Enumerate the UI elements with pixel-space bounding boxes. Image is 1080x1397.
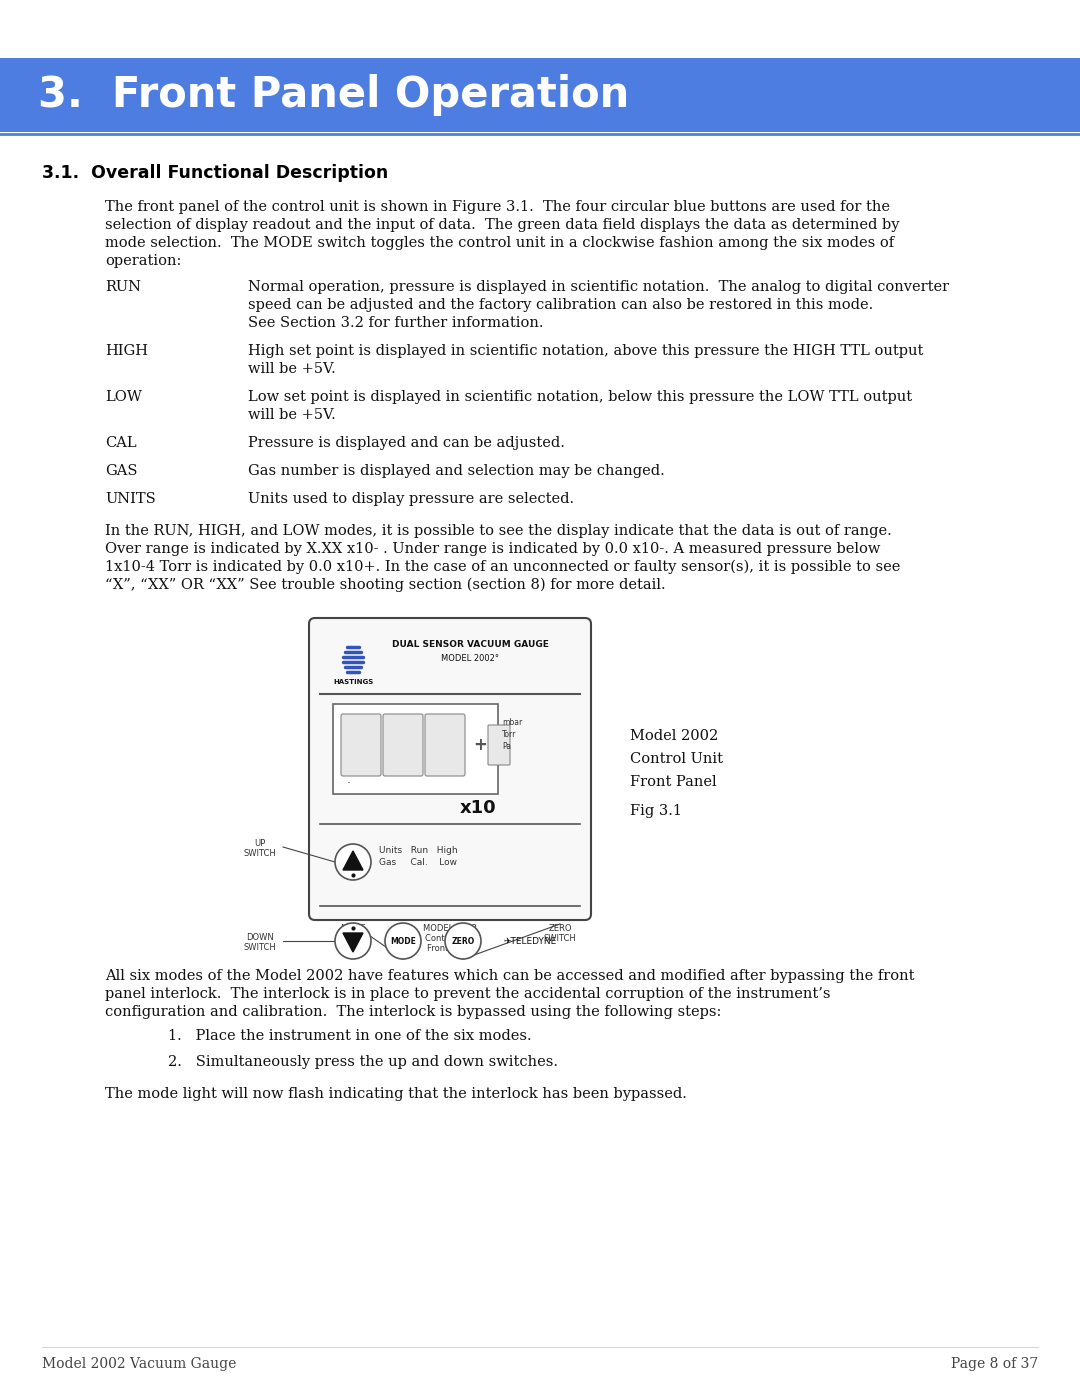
Text: speed can be adjusted and the factory calibration can also be restored in this m: speed can be adjusted and the factory ca… bbox=[248, 298, 874, 312]
Text: operation:: operation: bbox=[105, 254, 181, 268]
Text: Over range is indicated by X.XX x10- . Under range is indicated by 0.0 x10-. A m: Over range is indicated by X.XX x10- . U… bbox=[105, 542, 880, 556]
Text: Normal operation, pressure is displayed in scientific notation.  The analog to d: Normal operation, pressure is displayed … bbox=[248, 279, 949, 293]
Text: Control Unit: Control Unit bbox=[424, 935, 475, 943]
Text: Units used to display pressure are selected.: Units used to display pressure are selec… bbox=[248, 492, 575, 506]
Text: Units   Run   High: Units Run High bbox=[379, 847, 458, 855]
FancyBboxPatch shape bbox=[333, 704, 498, 793]
Text: will be +5V.: will be +5V. bbox=[248, 408, 336, 422]
Text: GAS: GAS bbox=[105, 464, 137, 478]
Text: MODEL 2002: MODEL 2002 bbox=[423, 923, 477, 933]
Text: UNITS: UNITS bbox=[105, 492, 156, 506]
Text: ZERO: ZERO bbox=[451, 936, 474, 946]
Text: HASTINGS: HASTINGS bbox=[333, 679, 373, 685]
Text: CAL: CAL bbox=[105, 436, 137, 450]
Text: selection of display readout and the input of data.  The green data field displa: selection of display readout and the inp… bbox=[105, 218, 900, 232]
Text: 3.  Front Panel Operation: 3. Front Panel Operation bbox=[38, 74, 630, 116]
Text: Model 2002
Control Unit
Front Panel: Model 2002 Control Unit Front Panel bbox=[630, 729, 723, 788]
FancyBboxPatch shape bbox=[383, 714, 423, 775]
Text: 1x10-4 Torr is indicated by 0.0 x10+. In the case of an unconnected or faulty se: 1x10-4 Torr is indicated by 0.0 x10+. In… bbox=[105, 560, 901, 574]
Text: configuration and calibration.  The interlock is bypassed using the following st: configuration and calibration. The inter… bbox=[105, 1004, 721, 1018]
Text: MODEL 2002°: MODEL 2002° bbox=[441, 654, 499, 664]
Text: Torr: Torr bbox=[502, 731, 516, 739]
Text: All six modes of the Model 2002 have features which can be accessed and modified: All six modes of the Model 2002 have fea… bbox=[105, 970, 915, 983]
FancyBboxPatch shape bbox=[309, 617, 591, 921]
Text: MODE: MODE bbox=[340, 923, 366, 933]
Text: +: + bbox=[473, 736, 487, 754]
Text: SWITCH: SWITCH bbox=[244, 943, 276, 951]
Text: ✈TELEDYNE: ✈TELEDYNE bbox=[503, 936, 556, 946]
Text: The front panel of the control unit is shown in Figure 3.1.  The four circular b: The front panel of the control unit is s… bbox=[105, 200, 890, 214]
Text: SWITCH: SWITCH bbox=[337, 935, 369, 943]
FancyBboxPatch shape bbox=[426, 714, 465, 775]
Circle shape bbox=[335, 923, 372, 958]
Text: .: . bbox=[347, 773, 351, 787]
Text: In the RUN, HIGH, and LOW modes, it is possible to see the display indicate that: In the RUN, HIGH, and LOW modes, it is p… bbox=[105, 524, 892, 538]
Text: SWITCH: SWITCH bbox=[244, 849, 276, 858]
Text: x10: x10 bbox=[460, 799, 497, 817]
Text: High set point is displayed in scientific notation, above this pressure the HIGH: High set point is displayed in scientifi… bbox=[248, 344, 923, 358]
Text: Front Panel: Front Panel bbox=[427, 944, 473, 953]
Text: Gas number is displayed and selection may be changed.: Gas number is displayed and selection ma… bbox=[248, 464, 665, 478]
Text: SWITCH: SWITCH bbox=[543, 935, 577, 943]
Text: LOW: LOW bbox=[105, 390, 141, 404]
FancyBboxPatch shape bbox=[0, 59, 1080, 131]
Text: will be +5V.: will be +5V. bbox=[248, 362, 336, 376]
Circle shape bbox=[335, 844, 372, 880]
Polygon shape bbox=[343, 851, 363, 870]
Text: Model 2002 Vacuum Gauge: Model 2002 Vacuum Gauge bbox=[42, 1356, 237, 1370]
Polygon shape bbox=[343, 933, 363, 951]
Text: panel interlock.  The interlock is in place to prevent the accidental corruption: panel interlock. The interlock is in pla… bbox=[105, 988, 831, 1002]
Text: mode selection.  The MODE switch toggles the control unit in a clockwise fashion: mode selection. The MODE switch toggles … bbox=[105, 236, 894, 250]
Circle shape bbox=[445, 923, 481, 958]
Text: Gas     Cal.    Low: Gas Cal. Low bbox=[379, 858, 457, 868]
Circle shape bbox=[384, 923, 421, 958]
Text: 1.   Place the instrument in one of the six modes.: 1. Place the instrument in one of the si… bbox=[168, 1030, 531, 1044]
Text: Pa: Pa bbox=[502, 742, 511, 752]
Text: Low set point is displayed in scientific notation, below this pressure the LOW T: Low set point is displayed in scientific… bbox=[248, 390, 913, 404]
Text: DUAL SENSOR VACUUM GAUGE: DUAL SENSOR VACUUM GAUGE bbox=[392, 640, 549, 650]
Text: 2.   Simultaneously press the up and down switches.: 2. Simultaneously press the up and down … bbox=[168, 1055, 558, 1069]
Text: mbar: mbar bbox=[502, 718, 523, 726]
Text: MODE: MODE bbox=[390, 936, 416, 946]
Text: Fig 3.1: Fig 3.1 bbox=[630, 805, 681, 819]
Text: UP: UP bbox=[255, 840, 266, 848]
Text: The mode light will now flash indicating that the interlock has been bypassed.: The mode light will now flash indicating… bbox=[105, 1087, 687, 1101]
Text: ZERO: ZERO bbox=[549, 923, 571, 933]
Text: 3.1.  Overall Functional Description: 3.1. Overall Functional Description bbox=[42, 163, 388, 182]
Text: “X”, “XX” OR “XX” See trouble shooting section (section 8) for more detail.: “X”, “XX” OR “XX” See trouble shooting s… bbox=[105, 578, 665, 592]
Text: RUN: RUN bbox=[105, 279, 141, 293]
Text: See Section 3.2 for further information.: See Section 3.2 for further information. bbox=[248, 316, 543, 330]
Text: DOWN: DOWN bbox=[246, 933, 274, 942]
FancyBboxPatch shape bbox=[341, 714, 381, 775]
Text: Pressure is displayed and can be adjusted.: Pressure is displayed and can be adjuste… bbox=[248, 436, 565, 450]
FancyBboxPatch shape bbox=[488, 725, 510, 766]
Text: Page 8 of 37: Page 8 of 37 bbox=[950, 1356, 1038, 1370]
Text: HIGH: HIGH bbox=[105, 344, 148, 358]
